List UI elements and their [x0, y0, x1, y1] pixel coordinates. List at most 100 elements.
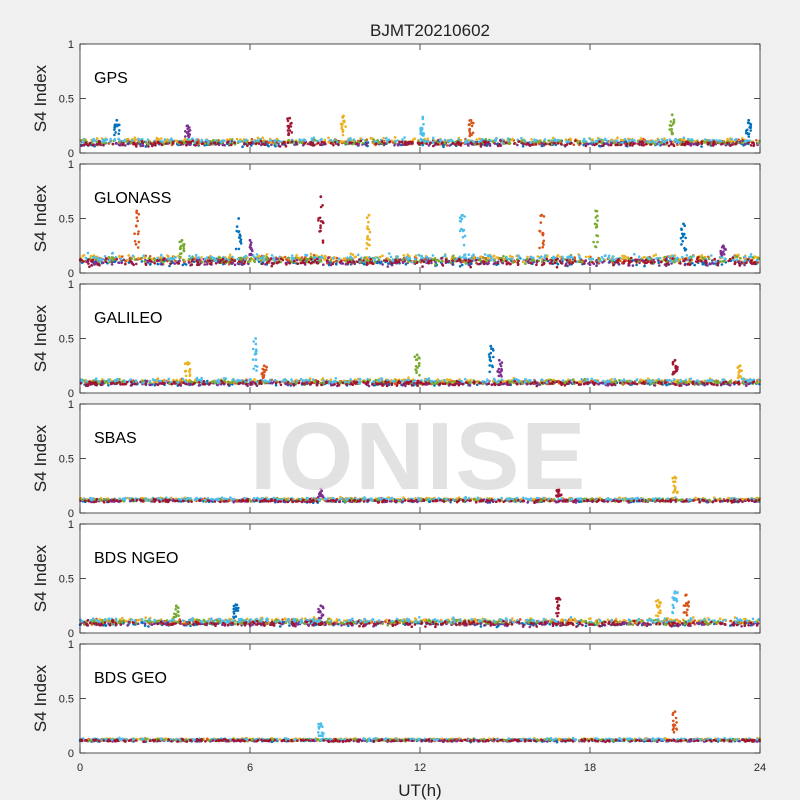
data-point — [156, 140, 160, 144]
data-point — [587, 255, 591, 258]
data-point — [596, 214, 599, 218]
data-point — [253, 139, 256, 143]
data-point — [680, 255, 684, 259]
data-point — [432, 144, 435, 148]
data-point — [314, 139, 317, 142]
data-point — [369, 136, 373, 140]
data-point — [549, 378, 553, 382]
data-point — [482, 260, 486, 264]
data-point — [115, 381, 119, 385]
data-point — [609, 143, 613, 147]
data-point — [397, 260, 401, 264]
data-point — [500, 378, 504, 382]
data-point — [205, 263, 209, 266]
data-point — [393, 379, 396, 383]
data-point — [463, 141, 467, 144]
data-point — [486, 378, 489, 382]
data-point — [460, 217, 464, 221]
data-point — [481, 380, 485, 383]
data-point — [255, 257, 259, 261]
data-point — [307, 379, 311, 382]
data-point — [105, 138, 108, 141]
data-point — [541, 381, 544, 385]
data-point — [463, 377, 467, 381]
data-point — [538, 230, 542, 233]
data-point — [540, 263, 544, 267]
data-point — [216, 381, 220, 385]
data-point — [338, 261, 342, 264]
data-point — [156, 262, 160, 266]
data-point — [721, 260, 724, 263]
data-point — [120, 261, 123, 265]
data-point — [741, 137, 744, 140]
data-point — [373, 258, 377, 262]
data-point — [489, 139, 493, 142]
data-point — [153, 262, 157, 265]
data-point — [452, 254, 455, 258]
data-point — [406, 253, 410, 256]
data-point — [111, 256, 115, 259]
data-point — [582, 137, 586, 141]
data-point — [164, 142, 168, 145]
data-point — [180, 252, 183, 255]
data-point — [461, 213, 464, 217]
data-point — [153, 378, 157, 382]
data-point — [109, 137, 112, 141]
data-point — [194, 144, 197, 147]
data-point — [318, 216, 322, 220]
data-point — [273, 378, 277, 382]
data-point — [262, 254, 265, 258]
data-point — [560, 142, 563, 146]
data-point — [495, 256, 498, 259]
data-point — [230, 143, 233, 147]
data-point — [660, 138, 664, 141]
data-point — [182, 247, 186, 250]
data-point — [469, 141, 473, 145]
data-point — [133, 258, 137, 261]
data-point — [135, 216, 139, 219]
data-point — [200, 376, 203, 380]
data-point — [573, 259, 577, 263]
data-point — [343, 120, 346, 124]
data-point — [316, 262, 320, 265]
data-point — [523, 380, 527, 384]
data-point — [479, 255, 482, 259]
data-point — [178, 140, 181, 144]
data-point — [480, 139, 483, 143]
data-point — [516, 263, 520, 267]
data-point — [604, 382, 607, 385]
data-point — [118, 139, 122, 142]
data-point — [577, 260, 581, 264]
data-point — [707, 257, 711, 261]
data-point — [366, 377, 369, 381]
data-point — [319, 143, 322, 146]
data-point — [312, 136, 316, 139]
data-point — [472, 140, 476, 143]
data-point — [420, 126, 424, 130]
data-point — [334, 377, 338, 380]
data-point — [316, 257, 319, 261]
data-point — [619, 138, 623, 142]
data-point — [368, 261, 372, 264]
data-point — [517, 259, 520, 263]
data-point — [413, 379, 417, 382]
data-point — [681, 239, 684, 243]
data-point — [89, 254, 93, 258]
data-point — [175, 139, 178, 143]
data-point — [117, 143, 121, 147]
data-point — [228, 255, 231, 259]
data-point — [590, 140, 594, 143]
data-point — [584, 140, 588, 143]
data-point — [253, 259, 256, 263]
data-point — [136, 256, 140, 260]
data-point — [595, 234, 598, 237]
data-point — [156, 258, 159, 262]
data-point — [624, 140, 628, 143]
data-point — [160, 137, 163, 140]
data-point — [117, 261, 121, 265]
data-point — [220, 259, 223, 262]
data-point — [637, 255, 641, 258]
data-point — [629, 142, 632, 145]
data-point — [564, 264, 567, 267]
data-point — [329, 259, 332, 263]
